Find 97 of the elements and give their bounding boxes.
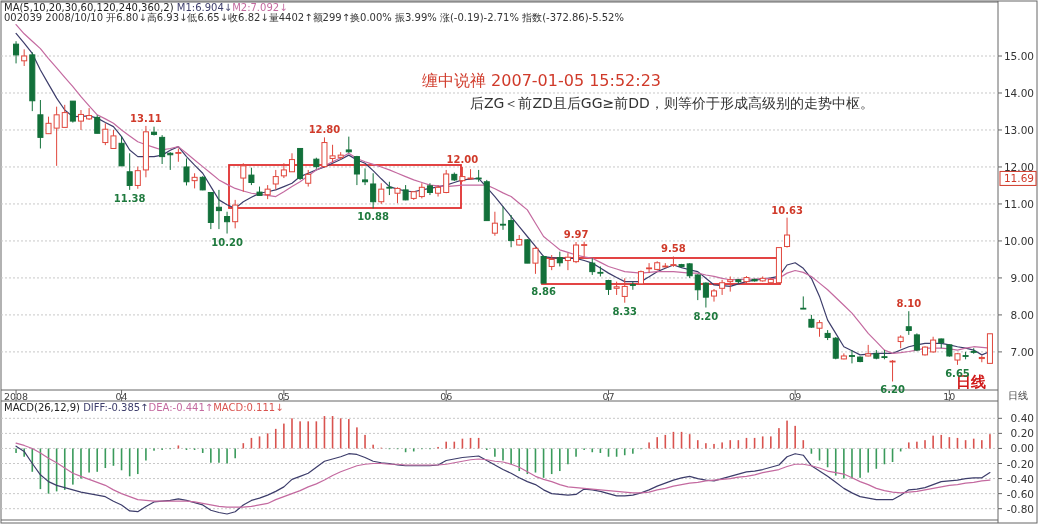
candlestick (889, 359, 896, 382)
y-tick-label: -0.40 (1006, 472, 1034, 485)
series-label: MACD:0.111↓ (213, 402, 284, 413)
text: DEA:-0.441↑ (148, 402, 214, 413)
candlestick (86, 107, 93, 121)
candlestick (288, 152, 296, 173)
candlestick (573, 241, 580, 264)
candlestick (280, 162, 287, 179)
candlestick (491, 211, 498, 237)
annotation: 9.97 (563, 229, 589, 241)
candlestick (378, 182, 385, 205)
annotation: 12.00 (446, 153, 479, 165)
annotation: 10.88 (357, 211, 389, 223)
chart-title: MA(5,10,20,30,60,120,240,360,2) (4, 2, 177, 13)
annotation: 11.69 (1003, 172, 1034, 185)
candlestick (848, 349, 855, 364)
y-tick-label: 0.40 (1010, 412, 1034, 425)
candlestick (183, 157, 190, 186)
text: 日线 (1008, 390, 1028, 401)
candlestick (564, 252, 571, 271)
x-tick-label: 04 (115, 391, 128, 402)
candlestick (13, 40, 20, 64)
candlestick (508, 214, 515, 248)
annotation: 9.58 (661, 243, 686, 255)
candlestick (134, 166, 141, 190)
candlestick (719, 279, 726, 296)
candlestick (110, 129, 117, 149)
candlestick (362, 167, 369, 186)
annotation: 11.38 (113, 192, 146, 204)
text: M1:6.904↓ (176, 2, 233, 13)
candlestick (215, 189, 222, 230)
chart-title: MACD(26,12,9) (4, 402, 84, 413)
candlestick (126, 152, 133, 191)
candlestick (646, 262, 653, 274)
annotation: 8.20 (693, 310, 719, 322)
y-tick-label: -0.60 (1006, 487, 1034, 500)
candlestick (224, 211, 231, 235)
candlestick (784, 217, 791, 249)
candlestick (175, 147, 182, 163)
candlestick (702, 281, 709, 309)
candlestick (61, 104, 68, 128)
annotation: 10.63 (771, 204, 803, 216)
annotation: 8.33 (612, 305, 638, 317)
candlestick (77, 109, 84, 131)
annotation: 8.10 (896, 298, 922, 310)
candlestick (532, 245, 539, 275)
y-tick-label: 7.00 (1010, 345, 1034, 358)
y-tick-label: 13.00 (1003, 123, 1034, 136)
candlestick (905, 310, 912, 336)
candlestick (670, 255, 677, 268)
candlestick (232, 199, 239, 229)
annotation: 10.20 (211, 236, 243, 248)
candlestick (159, 134, 166, 165)
y-tick-label: 8.00 (1010, 308, 1034, 321)
annotation: 002039 2008/10/10 开6.80↓高6.93↓低6.65↓收6.82↓量4402↑额299↑换0.00% 振3.99% 涨(-0.19)-2.71% 指数(-372.86)-5.52% (4, 12, 624, 23)
y-tick-label: -0.20 (1006, 457, 1034, 470)
annotation: 后ZG＜前ZD且后GG≥前DD，则等价于形成高级别的走势中枢。 (470, 95, 874, 111)
text: M2:7.092↓ (232, 2, 288, 13)
candlestick (240, 162, 247, 193)
annotation: 8.86 (531, 286, 556, 298)
y-tick-label: 0.00 (1010, 442, 1034, 455)
candlestick (37, 99, 44, 149)
candlestick (629, 281, 636, 291)
candlestick (370, 172, 377, 209)
candlestick (69, 100, 76, 124)
candlestick (94, 114, 101, 134)
annotation: 12.80 (308, 124, 341, 136)
y-tick-label: 9.00 (1010, 271, 1034, 284)
candlestick (118, 136, 125, 167)
candlestick (800, 295, 807, 310)
x-tick-label: 05 (277, 391, 290, 402)
y-tick-label: 14.00 (1003, 86, 1034, 99)
text: DIFF:-0.385↑ (83, 402, 149, 413)
annotation: 13.11 (130, 112, 162, 124)
annotation: 缠中说禅 2007-01-05 15:52:23 (422, 71, 662, 90)
y-tick-label: 10.00 (1003, 234, 1034, 247)
x-tick-label: 09 (789, 391, 802, 402)
x-tick-label: 07 (602, 391, 615, 402)
candlestick (621, 277, 628, 304)
candlestick (499, 206, 507, 231)
annotation: 6.20 (880, 384, 905, 396)
y-tick-label: -0.80 (1006, 502, 1034, 515)
candlestick (353, 155, 360, 186)
x-tick-label: 10 (943, 391, 956, 402)
candlestick (151, 126, 158, 137)
x-tick-label: 2008 (3, 391, 29, 402)
candlestick (272, 169, 279, 191)
candlestick (102, 122, 109, 146)
candlestick (524, 238, 531, 264)
y-tick-label: 0.20 (1010, 427, 1034, 440)
candlestick (694, 273, 701, 301)
y-tick-label: 12.00 (1003, 160, 1034, 173)
y-tick-label: 15.00 (1003, 50, 1034, 62)
y-tick-label: 11.00 (1003, 197, 1034, 210)
candlestick (710, 288, 718, 303)
x-tick-label: 06 (440, 391, 453, 402)
candlestick (435, 184, 442, 198)
